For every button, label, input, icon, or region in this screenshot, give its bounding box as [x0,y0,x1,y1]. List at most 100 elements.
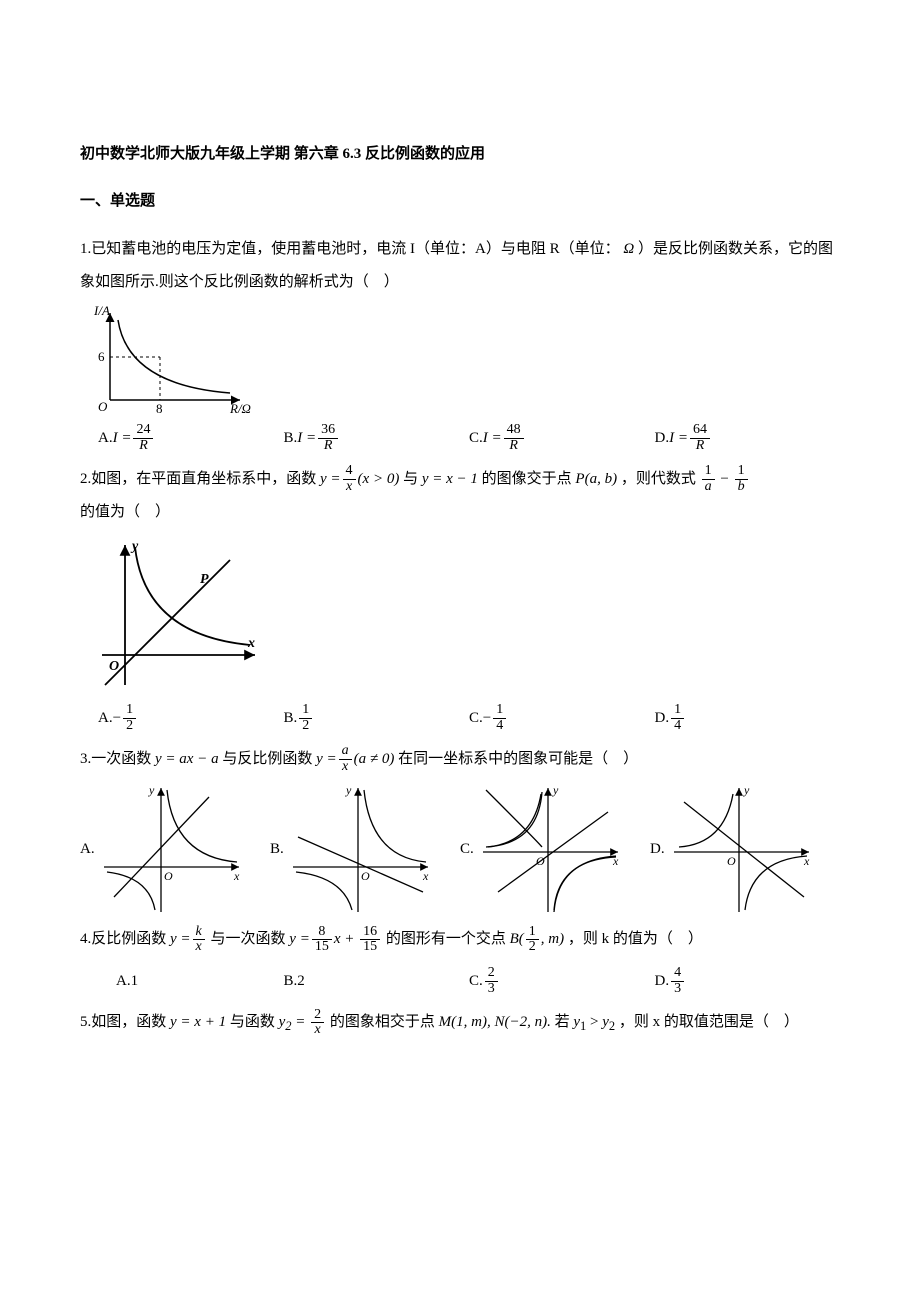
q2-opt-c: C. − 14 [469,699,655,737]
q2-stem-c: ，则代数式 [621,471,700,487]
q2-stem-d: 的值为（ ） [80,504,170,520]
q2-opt-d: D. 14 [655,699,841,737]
q4-mid: 与一次函数 [211,931,290,947]
q2-p: P(a, b) [575,471,617,487]
opt-text: 2 [297,967,305,996]
opt-label: D. [655,704,670,733]
q4-f2-pre: y = [289,923,310,956]
q2-plabel: P [200,572,209,587]
opt-label: A. [98,704,113,733]
opt-label: D. [655,424,670,453]
q1-stem-a: 1.已知蓄电池的电压为定值，使用蓄电池时，电流 I（单位：A）与电阻 R（单位： [80,241,623,257]
q5-cond-a: 若 [555,1014,574,1030]
q1-origin: O [98,399,108,414]
question-4: 4.反比例函数 y = kx 与一次函数 y = 815x + 1615 的图形… [80,923,840,956]
q3-f1: y = ax − a [155,751,219,767]
q3-options: A. y x O B. y x O [80,782,840,917]
q3-opt-a: A. y x O [80,782,270,917]
page: 初中数学北师大版九年级上学期 第六章 6.3 反比例函数的应用 一、单选题 1.… [0,0,920,1107]
svg-text:y: y [743,783,750,797]
q4-opt-c: C. 23 [469,962,655,1000]
q5-f1: y = x + 1 [170,1014,226,1030]
q4-opt-d: D. 43 [655,962,841,1000]
opt-label: C. [469,967,483,996]
q5-mid: 与函数 [230,1014,279,1030]
q4-options: A. 1 B. 2 C. 23 D. 43 [98,962,840,1000]
fraction: 1615 [360,925,380,955]
q2-f2: y = x − 1 [422,471,478,487]
fraction: 12 [299,703,312,733]
fraction: 4x [343,464,356,494]
svg-text:x: x [233,869,240,883]
q4-b-pre: B( [510,931,524,947]
opt-lhs: I = [483,424,502,453]
opt-label: B. [284,704,298,733]
q1-xtick: 8 [156,401,163,415]
opt-lhs: I = [113,424,132,453]
fraction: 64R [690,423,710,453]
question-5: 5.如图，函数 y = x + 1 与函数 y2 = 2x 的图象相交于点 M(… [80,1006,840,1041]
q2-stem-a: 2.如图，在平面直角坐标系中，函数 [80,471,320,487]
opt-label: D. [650,835,665,864]
omega-symbol: Ω [623,241,634,257]
q1-xlabel: R/Ω [229,401,251,415]
q3-f2-pre: y = [316,743,337,776]
q2-mid: 与 [403,471,422,487]
svg-text:O: O [164,869,173,883]
q1-opt-c: C. I = 48R [469,419,655,457]
opt-text: 1 [131,967,139,996]
opt-label: B. [270,835,284,864]
q4-opt-b: B. 2 [284,962,470,1000]
fraction: 1b [735,464,748,494]
q5-s2: 2 [609,1019,615,1033]
q4-stem-b: 的图形有一个交点 [386,931,510,947]
fraction: 43 [671,966,684,996]
opt-label: C. [469,704,483,733]
question-2: 2.如图，在平面直角坐标系中，函数 y = 4x(x > 0) 与 y = x … [80,463,840,529]
q1-opt-a: A. I = 24R [98,419,284,457]
sign: − [113,704,121,733]
svg-text:y: y [345,783,352,797]
fraction: 2x [311,1008,324,1038]
q2-f1-post: (x > 0) [358,471,400,487]
fraction: ax [339,744,352,774]
q1-options: A. I = 24R B. I = 36R C. I = 48R D. I = … [98,419,840,457]
fraction: 24R [133,423,153,453]
q4-opt-a: A. 1 [98,962,284,1000]
q2-graph: y x O P [90,535,840,695]
fraction: 23 [485,966,498,996]
q2-y: y [130,539,139,554]
q1-opt-d: D. I = 64R [655,419,841,457]
q5-gt: > [586,1014,602,1030]
q4-stem-a: 4.反比例函数 [80,931,170,947]
fraction: 36R [318,423,338,453]
question-1: 1.已知蓄电池的电压为定值，使用蓄电池时，电流 I（单位：A）与电阻 R（单位：… [80,233,840,299]
opt-label: C. [460,835,474,864]
minus: − [717,471,733,487]
q5-stem-c: ，则 x 的取值范围是（ ） [619,1014,799,1030]
fraction: 815 [312,925,332,955]
q2-x: x [247,636,255,651]
svg-text:y: y [148,783,155,797]
opt-lhs: I = [297,424,316,453]
q1-ylabel: I/A [93,305,110,318]
q5-stem-b: 的图象相交于点 [330,1014,439,1030]
opt-label: A. [98,424,113,453]
opt-label: A. [116,967,131,996]
opt-label: A. [80,835,95,864]
q1-ytick: 6 [98,349,105,364]
q2-opt-a: A. − 12 [98,699,284,737]
sign: − [483,704,491,733]
opt-label: D. [655,967,670,996]
q3-f2-post: (a ≠ 0) [354,751,395,767]
fraction: kx [193,925,205,955]
q3-stem-a: 3.一次函数 [80,751,155,767]
fraction: 12 [526,925,539,955]
opt-lhs: I = [669,424,688,453]
q4-stem-c: ，则 k 的值为（ ） [568,931,703,947]
q1-graph: I/A R/Ω O 6 8 [90,305,840,415]
fraction: 14 [493,703,506,733]
opt-label: C. [469,424,483,453]
doc-title: 初中数学北师大版九年级上学期 第六章 6.3 反比例函数的应用 [80,140,840,169]
q2-f1-pre: y = [320,463,341,496]
